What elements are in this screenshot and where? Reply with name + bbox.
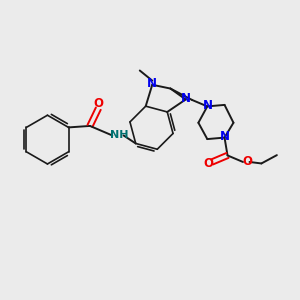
Text: N: N <box>202 99 213 112</box>
Text: NH: NH <box>110 130 129 140</box>
Text: N: N <box>181 92 191 105</box>
Text: N: N <box>147 77 157 90</box>
Text: O: O <box>242 155 252 168</box>
Text: N: N <box>220 130 230 143</box>
Text: O: O <box>203 157 213 170</box>
Text: O: O <box>94 97 103 110</box>
